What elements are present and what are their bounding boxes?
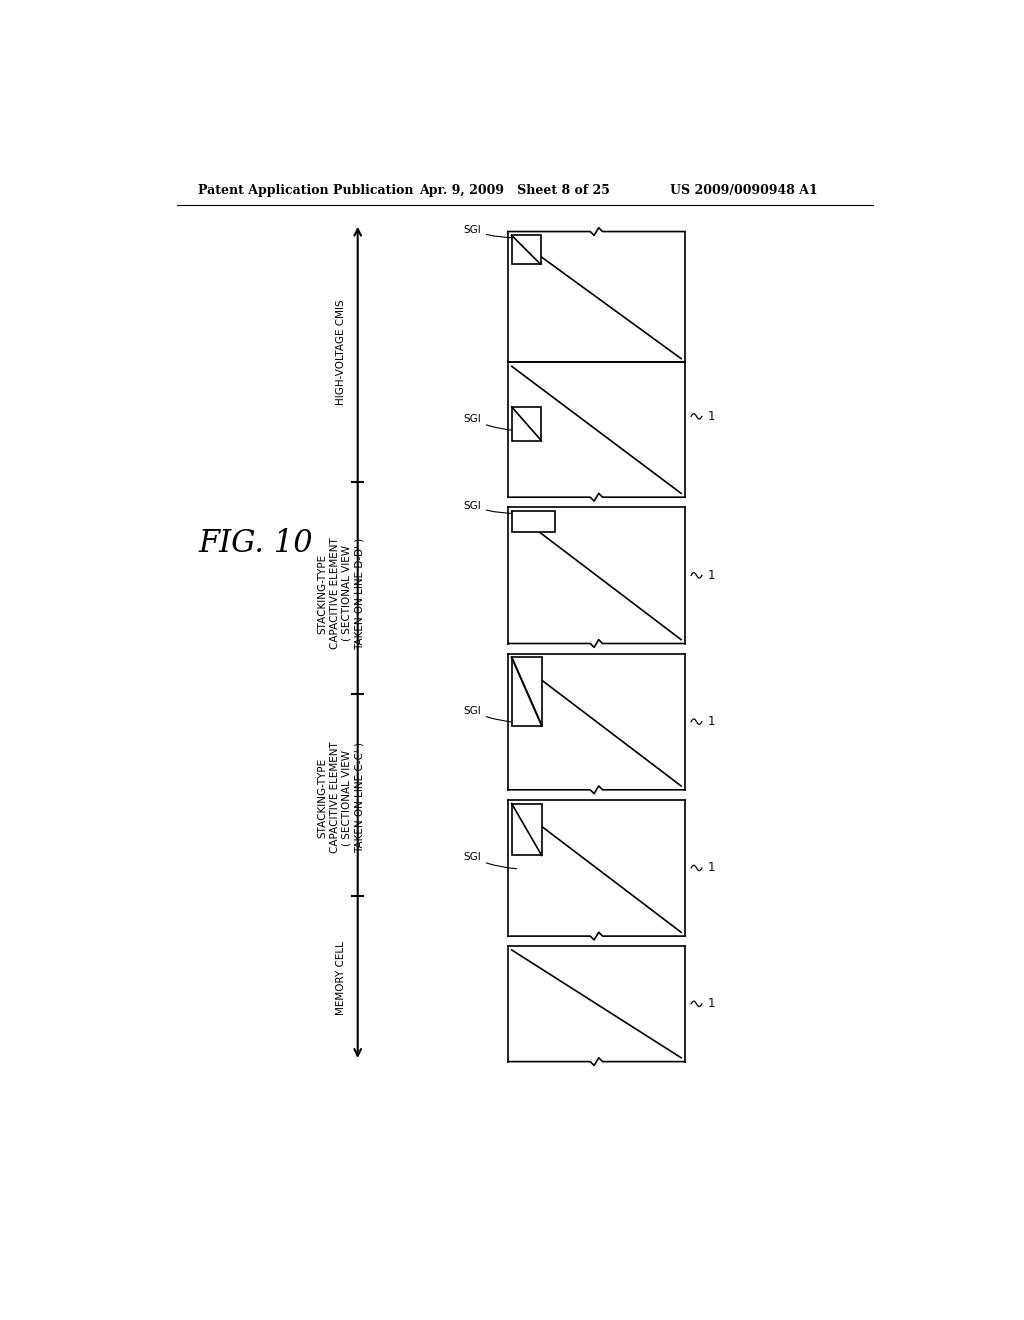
Text: SGI: SGI — [463, 853, 517, 869]
Text: SGI: SGI — [463, 500, 517, 513]
Text: 1: 1 — [708, 409, 716, 422]
Text: Apr. 9, 2009   Sheet 8 of 25: Apr. 9, 2009 Sheet 8 of 25 — [419, 185, 610, 197]
Text: 1: 1 — [708, 998, 716, 1010]
Text: HIGH-VOLTAGE CMIS: HIGH-VOLTAGE CMIS — [336, 300, 346, 405]
Text: US 2009/0090948 A1: US 2009/0090948 A1 — [670, 185, 817, 197]
Text: Patent Application Publication: Patent Application Publication — [199, 185, 414, 197]
Text: 1: 1 — [708, 715, 716, 729]
Bar — [512, 407, 542, 441]
Text: SGI: SGI — [463, 414, 517, 430]
Text: 1: 1 — [708, 862, 716, 874]
Bar — [512, 235, 541, 264]
Text: STACKING-TYPE
CAPACITIVE ELEMENT
( SECTIONAL VIEW
TAKEN ON LINE C-C' ): STACKING-TYPE CAPACITIVE ELEMENT ( SECTI… — [317, 742, 365, 853]
Text: FIG. 10: FIG. 10 — [199, 528, 313, 558]
Text: SGI: SGI — [463, 224, 517, 238]
Text: SGI: SGI — [463, 706, 517, 722]
Bar — [512, 511, 555, 532]
Text: 1: 1 — [708, 569, 716, 582]
Bar — [512, 804, 542, 855]
Text: STACKING-TYPE
CAPACITIVE ELEMENT
( SECTIONAL VIEW
TAKEN ON LINE D-D' ): STACKING-TYPE CAPACITIVE ELEMENT ( SECTI… — [317, 537, 365, 649]
Bar — [512, 657, 542, 726]
Text: MEMORY CELL: MEMORY CELL — [336, 941, 346, 1015]
